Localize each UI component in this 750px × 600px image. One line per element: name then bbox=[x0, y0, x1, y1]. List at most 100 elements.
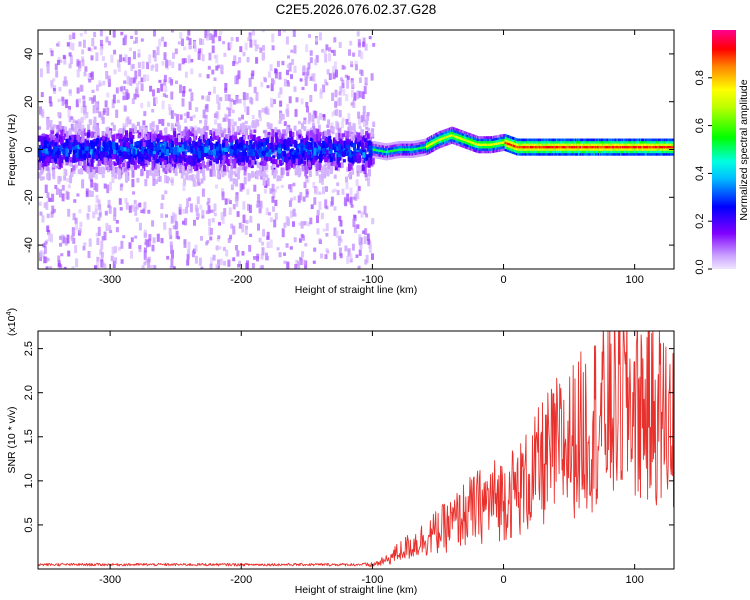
heatmap-cell bbox=[311, 147, 315, 151]
heatmap-cell bbox=[328, 73, 332, 80]
heatmap-cell bbox=[321, 132, 324, 137]
heatmap-cell bbox=[305, 166, 309, 174]
heatmap-cell bbox=[105, 223, 109, 231]
heatmap-cell bbox=[194, 244, 198, 252]
heatmap-cell bbox=[202, 161, 205, 167]
heatmap-cell bbox=[362, 230, 366, 234]
heatmap-cell bbox=[357, 140, 361, 145]
heatmap-cell bbox=[208, 151, 211, 156]
heatmap-cell bbox=[245, 225, 248, 230]
heatmap-cell bbox=[168, 164, 172, 168]
heatmap-cell bbox=[108, 41, 111, 46]
heatmap-cell bbox=[289, 184, 293, 193]
heatmap-cell bbox=[364, 228, 368, 236]
heatmap-cell bbox=[119, 136, 122, 142]
heatmap-cell bbox=[312, 126, 316, 133]
heatmap-cell bbox=[193, 219, 196, 226]
heatmap-cell bbox=[363, 155, 367, 163]
heatmap-cell bbox=[208, 154, 211, 159]
heatmap-cell bbox=[279, 87, 283, 95]
heatmap-cell bbox=[95, 150, 99, 159]
heatmap-cell bbox=[170, 110, 174, 119]
heatmap-cell bbox=[234, 173, 238, 177]
heatmap-cell bbox=[326, 168, 330, 172]
heatmap-cell bbox=[357, 210, 361, 214]
heatmap-cell bbox=[41, 215, 45, 223]
heatmap-cell bbox=[119, 141, 123, 147]
heatmap-cell bbox=[100, 114, 104, 120]
heatmap-cell bbox=[217, 132, 221, 139]
heatmap-cell bbox=[51, 130, 54, 135]
heatmap-cell bbox=[222, 246, 226, 251]
heatmap-cell bbox=[170, 147, 173, 153]
heatmap-cell bbox=[345, 94, 349, 102]
heatmap-cell bbox=[580, 143, 583, 146]
heatmap-cell bbox=[175, 114, 179, 123]
heatmap-cell bbox=[245, 92, 249, 100]
heatmap-cell bbox=[221, 147, 225, 153]
heatmap-cell bbox=[313, 134, 317, 142]
heatmap-cell bbox=[261, 241, 265, 246]
heatmap-cell bbox=[264, 147, 268, 153]
heatmap-cell bbox=[235, 61, 239, 65]
heatmap-cell bbox=[56, 43, 59, 47]
heatmap-cell bbox=[338, 247, 342, 257]
heatmap-cell bbox=[187, 145, 191, 153]
heatmap-cell bbox=[219, 153, 223, 160]
heatmap-cell bbox=[185, 132, 189, 140]
heatmap-cell bbox=[201, 54, 205, 62]
heatmap-cell bbox=[80, 167, 84, 175]
heatmap-cell bbox=[163, 74, 167, 82]
heatmap-cell bbox=[357, 111, 361, 119]
heatmap-cell bbox=[256, 170, 260, 176]
heatmap-cell bbox=[46, 65, 50, 74]
heatmap-cell bbox=[214, 153, 218, 161]
heatmap-cell bbox=[353, 148, 357, 153]
heatmap-cell bbox=[146, 74, 150, 82]
heatmap-cell bbox=[365, 130, 369, 135]
heatmap-cell bbox=[78, 98, 81, 104]
heatmap-cell bbox=[166, 255, 170, 260]
heatmap-cell bbox=[370, 73, 374, 81]
heatmap-cell bbox=[352, 136, 356, 141]
heatmap-cell bbox=[352, 218, 356, 228]
heatmap-cell bbox=[346, 79, 350, 89]
heatmap-cell bbox=[215, 128, 219, 136]
heatmap-cell bbox=[57, 56, 61, 62]
heatmap-cell bbox=[57, 112, 61, 117]
heatmap-cell bbox=[258, 237, 262, 243]
heatmap-cell bbox=[83, 160, 87, 169]
heatmap-cell bbox=[283, 138, 287, 147]
heatmap-cell bbox=[215, 54, 219, 64]
heatmap-cell bbox=[318, 191, 322, 195]
heatmap-cell bbox=[559, 141, 562, 144]
heatmap-cell bbox=[138, 125, 142, 133]
heatmap-cell bbox=[278, 152, 282, 158]
heatmap-cell bbox=[341, 79, 345, 83]
heatmap-cell bbox=[73, 199, 77, 203]
heatmap-cell bbox=[252, 155, 256, 164]
heatmap-cell bbox=[207, 65, 211, 70]
heatmap-cell bbox=[322, 167, 326, 172]
heatmap-cell bbox=[117, 129, 121, 133]
heatmap-cell bbox=[363, 86, 367, 94]
heatmap-cell bbox=[324, 162, 328, 166]
heatmap-cell bbox=[78, 209, 82, 214]
heatmap-cell bbox=[52, 78, 56, 82]
heatmap-cell bbox=[251, 146, 255, 154]
heatmap-cell bbox=[62, 155, 66, 160]
heatmap-cell bbox=[288, 62, 292, 72]
heatmap-cell bbox=[350, 61, 353, 65]
heatmap-cell bbox=[327, 119, 331, 126]
heatmap-cell bbox=[211, 45, 215, 54]
heatmap-cell bbox=[186, 259, 190, 266]
heatmap-cell bbox=[99, 249, 103, 256]
heatmap-cell bbox=[168, 104, 171, 110]
heatmap-cell bbox=[144, 131, 148, 139]
heatmap-cell bbox=[69, 55, 73, 65]
heatmap-cell bbox=[44, 241, 48, 245]
heatmap-cell bbox=[249, 233, 253, 237]
heatmap-cell bbox=[125, 176, 128, 183]
heatmap-cell bbox=[279, 100, 283, 107]
heatmap-cell bbox=[293, 196, 297, 201]
